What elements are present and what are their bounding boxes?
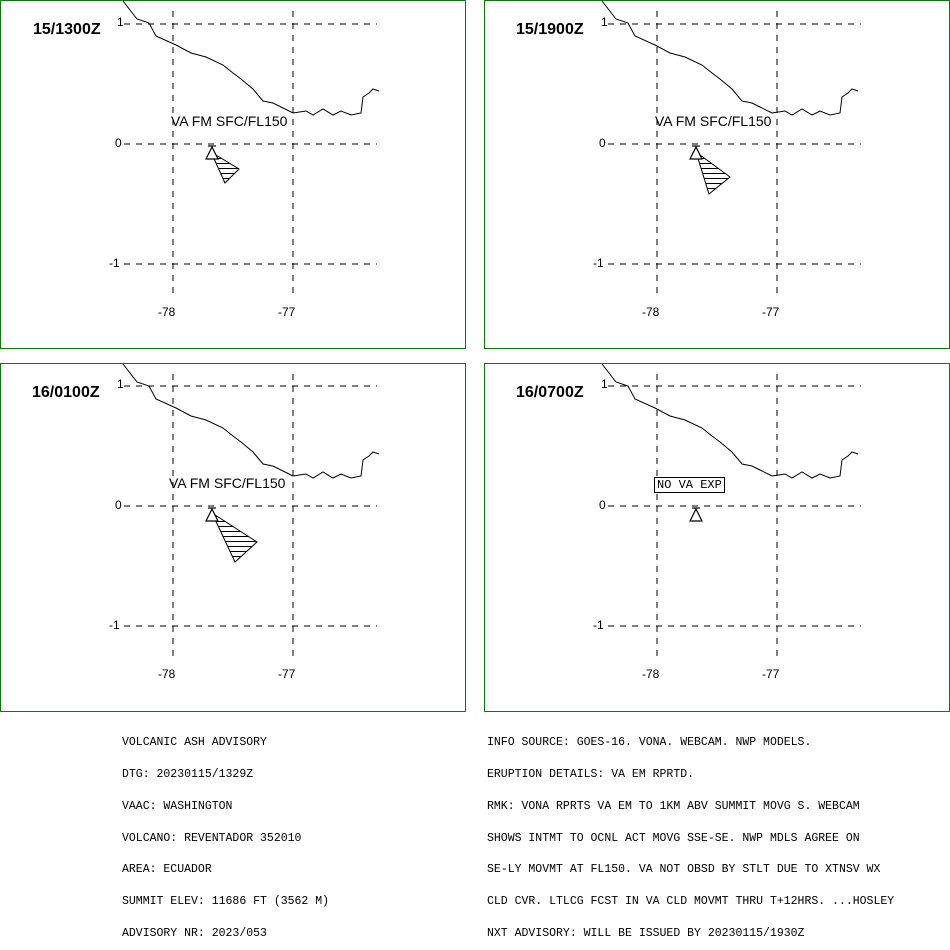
ash-cloud-polygon [209,150,240,184]
advisory-line: RMK: VONA RPRTS VA EM TO 1KM ABV SUMMIT … [487,799,860,813]
ash-altitude-label: VA FM SFC/FL150 [169,475,286,491]
advisory-line: VOLCANO: REVENTADOR 352010 [122,831,302,845]
forecast-panel-3: 16/0100Z 1 0 -1 -78 -77 VA FM SFC/FL150 [0,363,466,712]
lat-tick-minus1: -1 [109,618,120,632]
lon-tick-77: -77 [278,667,296,681]
advisory-line: VOLCANIC ASH ADVISORY [122,736,267,750]
advisory-line: DTG: 20230115/1329Z [122,767,254,781]
lat-tick-0: 0 [599,498,606,512]
advisory-header-block: VOLCANIC ASH ADVISORY DTG: 20230115/1329… [122,717,329,950]
ash-cloud-polygon [210,511,258,563]
coastline [601,1,859,116]
advisory-line: SE-LY MOVMT AT FL150. VA NOT OBSD BY STL… [487,863,881,877]
coastline [601,364,859,479]
lon-tick-77: -77 [762,305,780,319]
lon-tick-78: -78 [642,667,660,681]
lon-tick-77: -77 [762,667,780,681]
ash-altitude-label: VA FM SFC/FL150 [171,113,288,129]
advisory-line: NXT ADVISORY: WILL BE ISSUED BY 20230115… [487,926,805,940]
forecast-panel-2: 15/1900Z 1 0 -1 -78 -77 VA FM SFC/FL150 [484,0,950,349]
lat-tick-1: 1 [601,15,608,29]
map-canvas [601,364,861,659]
map-canvas [122,364,380,659]
lon-tick-77: -77 [278,305,296,319]
advisory-line: SUMMIT ELEV: 11686 FT (3562 M) [122,895,330,909]
lat-tick-minus1: -1 [593,256,604,270]
lat-tick-0: 0 [115,498,122,512]
lat-tick-0: 0 [599,136,606,150]
advisory-line: ERUPTION DETAILS: VA EM RPRTD. [487,767,695,781]
volcano-icon [689,507,703,522]
lat-tick-1: 1 [117,377,124,391]
ash-cloud-polygon [695,150,731,195]
lat-tick-1: 1 [117,15,124,29]
advisory-line: CLD CVR. LTLCG FCST IN VA CLD MOVMT THRU… [487,895,895,909]
advisory-line: ADVISORY NR: 2023/053 [122,926,267,940]
forecast-time: 16/0700Z [516,384,584,401]
volcano-icon [689,145,703,160]
lon-tick-78: -78 [158,305,176,319]
map-canvas [122,1,380,296]
lat-tick-minus1: -1 [593,618,604,632]
volcano-icon [205,145,219,160]
advisory-line: INFO SOURCE: GOES-16. VONA. WEBCAM. NWP … [487,736,812,750]
map-canvas [601,1,861,296]
advisory-line: SHOWS INTMT TO OCNL ACT MOVG SSE-SE. NWP… [487,831,860,845]
advisory-line: AREA: ECUADOR [122,863,212,877]
coastline [122,364,380,479]
advisory-remarks-block: INFO SOURCE: GOES-16. VONA. WEBCAM. NWP … [487,717,894,950]
lat-tick-1: 1 [601,377,608,391]
forecast-time: 16/0100Z [32,384,100,401]
lon-tick-78: -78 [158,667,176,681]
lat-tick-minus1: -1 [109,256,120,270]
volcano-icon [205,507,219,522]
ash-altitude-label: VA FM SFC/FL150 [655,113,772,129]
no-va-expected-box: NO VA EXP [654,477,725,493]
coastline [122,1,380,116]
lon-tick-78: -78 [642,305,660,319]
forecast-panel-1: 15/1300Z 1 0 -1 -78 -77 VA FM SFC/FL150 [0,0,466,349]
advisory-line: VAAC: WASHINGTON [122,799,233,813]
lat-tick-0: 0 [115,136,122,150]
forecast-time: 15/1900Z [516,21,584,38]
forecast-panel-4: 16/0700Z 1 0 -1 -78 -77 NO VA EXP [484,363,950,712]
forecast-time: 15/1300Z [33,21,101,38]
